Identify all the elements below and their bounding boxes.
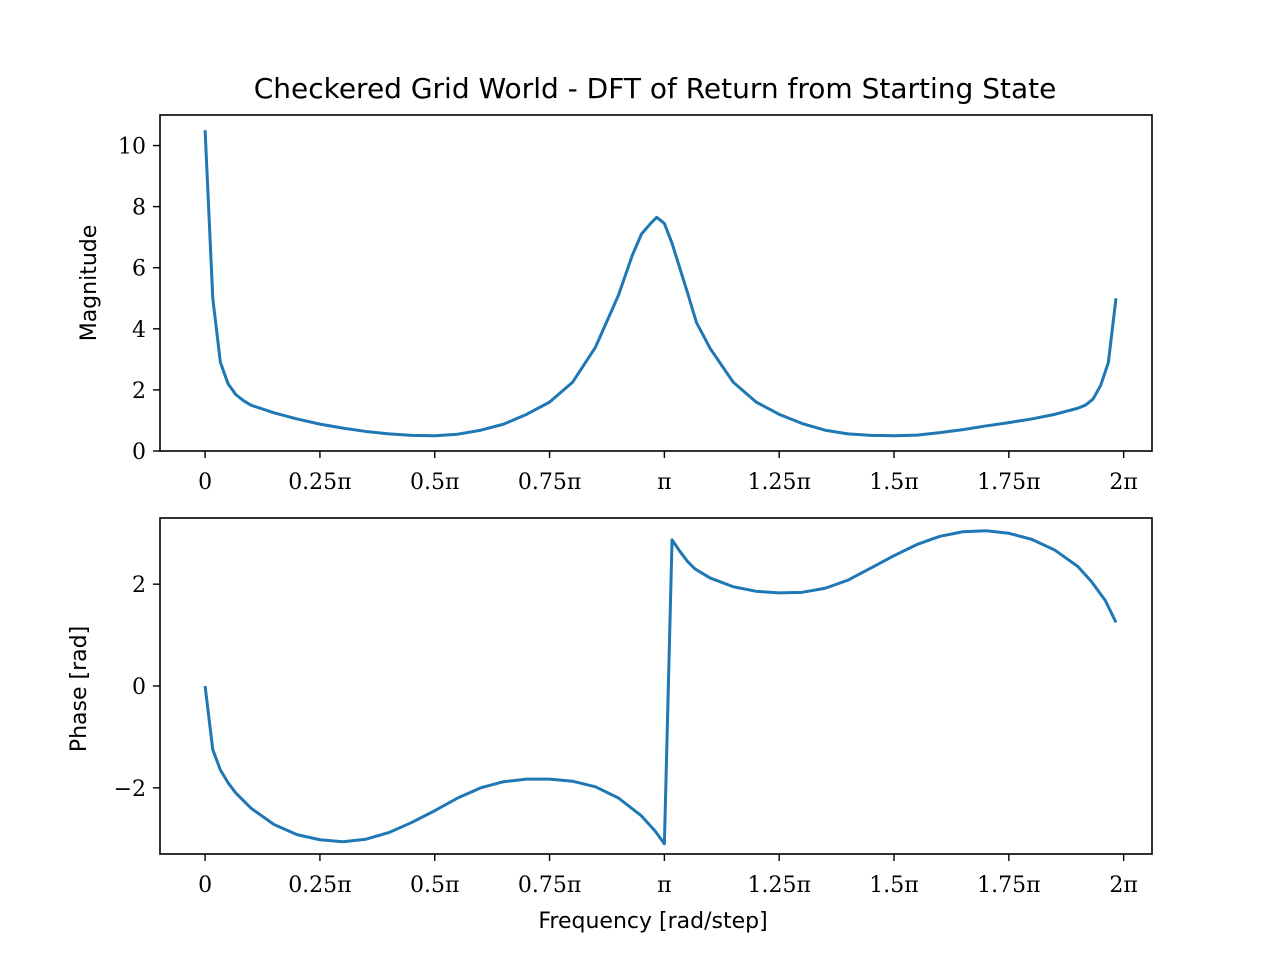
magnitude-x-tick-label: 1.5π	[869, 470, 918, 495]
phase-x-tick-label: 0.5π	[410, 873, 459, 898]
magnitude-x-tick-label: 0.5π	[410, 470, 459, 495]
phase-x-tick-label: 0	[198, 873, 212, 898]
magnitude-axes-frame	[159, 114, 1153, 452]
phase-y-axis: −2 0 2	[114, 573, 160, 802]
magnitude-x-tick-label: 1.25π	[747, 470, 810, 495]
phase-y-axis-label: Phase [rad]	[67, 626, 92, 752]
phase-x-tick-label: 1.25π	[747, 873, 810, 898]
phase-x-tick-label: 2π	[1109, 873, 1137, 898]
magnitude-x-tick-label: 1.75π	[977, 470, 1040, 495]
phase-x-tick-label: π	[657, 873, 671, 898]
phase-x-axis-label: Frequency [rad/step]	[538, 909, 767, 934]
phase-x-tick-label: 1.5π	[869, 873, 918, 898]
magnitude-y-tick-label: 8	[132, 196, 146, 221]
magnitude-y-axis-label: Magnitude	[77, 225, 102, 342]
phase-y-tick-label: −2	[114, 777, 146, 802]
magnitude-y-tick-label: 2	[132, 379, 146, 404]
phase-series-line	[203, 529, 1118, 846]
magnitude-y-tick-label: 6	[132, 257, 146, 282]
phase-y-tick-label: 2	[132, 573, 146, 598]
magnitude-x-tick-label: 0	[198, 470, 212, 495]
phase-x-tick-label: 0.25π	[288, 873, 351, 898]
magnitude-y-tick-label: 0	[132, 440, 146, 465]
magnitude-x-tick-label: π	[657, 470, 671, 495]
magnitude-x-tick-label: 0.75π	[518, 470, 581, 495]
magnitude-y-tick-label: 4	[132, 318, 146, 343]
phase-y-tick-label: 0	[132, 675, 146, 700]
phase-plot: 0 0.25π 0.5π 0.75π π 1.25π 1.5π 1.75π 2π −2 0 2 Ph…	[67, 517, 1153, 934]
chart-title: Checkered Grid World - DFT of Return fro…	[254, 72, 1057, 105]
phase-x-axis: 0 0.25π 0.5π 0.75π π 1.25π 1.5π 1.75π 2π	[198, 854, 1138, 898]
magnitude-series-line	[203, 130, 1118, 438]
magnitude-y-tick-label: 10	[118, 135, 146, 160]
phase-x-tick-label: 1.75π	[977, 873, 1040, 898]
magnitude-x-tick-label: 2π	[1109, 470, 1137, 495]
magnitude-y-axis: 0 2 4 6 8 10	[118, 135, 160, 465]
phase-x-tick-label: 0.75π	[518, 873, 581, 898]
magnitude-x-tick-label: 0.25π	[288, 470, 351, 495]
magnitude-plot: 0 0.25π 0.5π 0.75π π 1.25π 1.5π 1.75π 2π 0 2 4 6 8 10…	[77, 114, 1153, 495]
magnitude-x-axis: 0 0.25π 0.5π 0.75π π 1.25π 1.5π 1.75π 2π	[198, 451, 1138, 495]
